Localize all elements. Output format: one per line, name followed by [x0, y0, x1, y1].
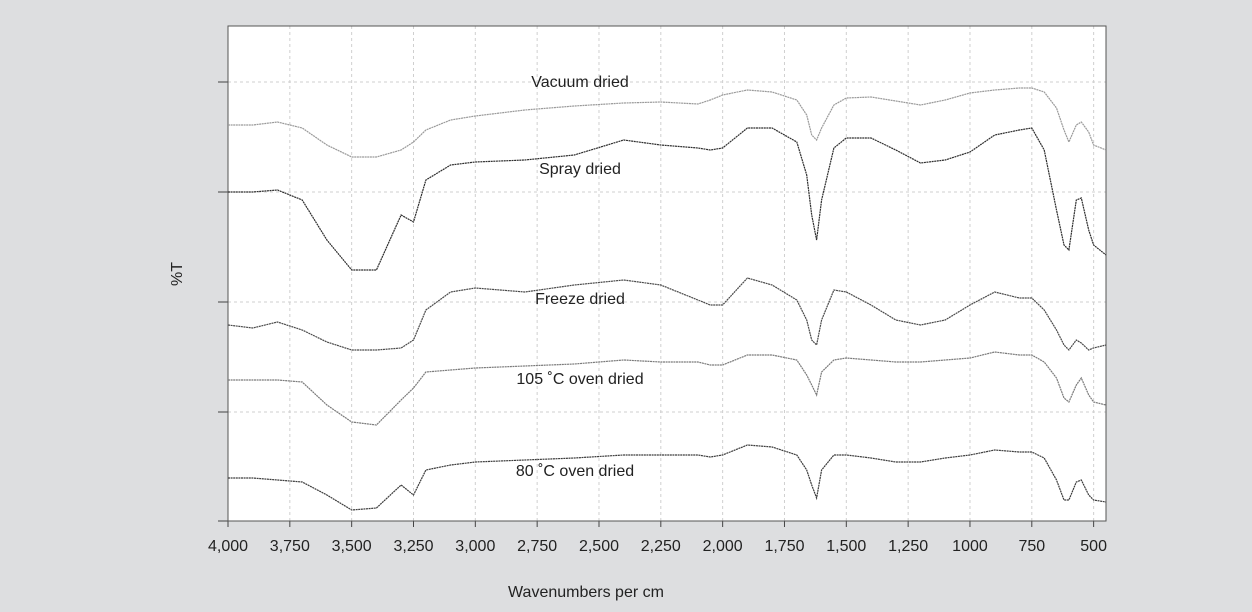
x-tick-label: 3,000	[455, 538, 495, 555]
x-tick-label: 4,000	[208, 538, 248, 555]
plot-area	[228, 26, 1106, 521]
x-tick-label: 2,000	[703, 538, 743, 555]
spectrum-line	[228, 351, 1107, 426]
series-label: 105 ˚C oven dried	[516, 371, 643, 388]
spectrum-line	[227, 277, 1107, 351]
series-label: Spray dried	[539, 161, 621, 178]
series-label: Freeze dried	[535, 291, 625, 308]
series-label: Vacuum dried	[531, 74, 629, 91]
x-axis-label: Wavenumbers per cm	[508, 584, 664, 601]
y-axis-label: %T	[169, 262, 186, 286]
plot-frame	[227, 25, 1107, 522]
x-tick-label: 2,750	[517, 538, 557, 555]
x-tick-label: 3,750	[270, 538, 310, 555]
spectrum-line	[228, 444, 1107, 511]
spectrum-line	[228, 127, 1107, 271]
x-tick-label: 1,500	[826, 538, 866, 555]
x-tick-label: 1,250	[888, 538, 928, 555]
x-tick-label: 750	[1018, 538, 1045, 555]
y-ticks	[218, 81, 1106, 522]
x-tick-label: 3,250	[393, 538, 433, 555]
x-tick-label: 1000	[952, 538, 988, 555]
x-tick-label: 1,750	[764, 538, 804, 555]
x-tick-label: 2,250	[641, 538, 681, 555]
x-tick-label: 2,500	[579, 538, 619, 555]
x-tick-label: 3,500	[332, 538, 372, 555]
series-label: 80 ˚C oven dried	[516, 463, 634, 480]
x-tick-label: 500	[1080, 538, 1107, 555]
spectrum-line	[228, 87, 1107, 158]
